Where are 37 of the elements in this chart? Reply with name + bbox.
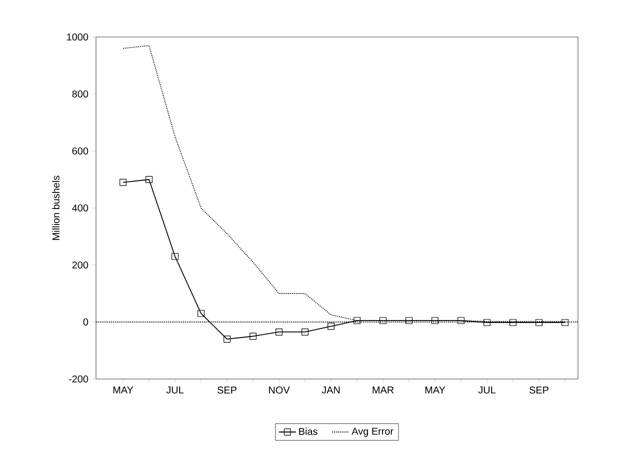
point (380, 317, 387, 324)
y-tick-label: 400 (72, 204, 88, 212)
point (562, 319, 568, 326)
point (146, 176, 153, 183)
point (510, 319, 516, 326)
x-tick-label: SEP (529, 386, 548, 394)
point (406, 317, 413, 324)
point (354, 317, 361, 324)
x-tick-label: NOV (269, 386, 290, 394)
point (172, 252, 179, 260)
legend-label: Bias (299, 428, 318, 435)
x-tick-label: MAY (113, 386, 134, 394)
point (484, 319, 490, 326)
y-tick-label: 1000 (67, 33, 88, 41)
y-tick-label: -200 (68, 375, 88, 383)
x-tick-label: JUL (166, 386, 184, 394)
y-tick-label: 600 (72, 147, 88, 155)
x-tick-label: SEP (218, 386, 236, 394)
point (432, 317, 439, 324)
y-axis-title: Million bushels (52, 176, 60, 240)
x-tick-label: JAN (322, 386, 340, 394)
point (458, 317, 465, 324)
point (328, 322, 335, 330)
point (198, 310, 205, 317)
legend-label: Avg Error (352, 428, 394, 437)
point (536, 319, 542, 326)
point (250, 332, 257, 340)
point (120, 178, 127, 186)
y-tick-label: 800 (72, 90, 88, 98)
point (224, 336, 231, 343)
x-tick-label: MAY (425, 386, 446, 394)
y-tick-label: 0 (83, 318, 88, 326)
point (276, 328, 283, 336)
x-tick-label: JUL (478, 386, 496, 394)
y-tick-label: 200 (72, 261, 88, 269)
x-tick-label: MAR (372, 386, 394, 394)
point (302, 328, 309, 336)
